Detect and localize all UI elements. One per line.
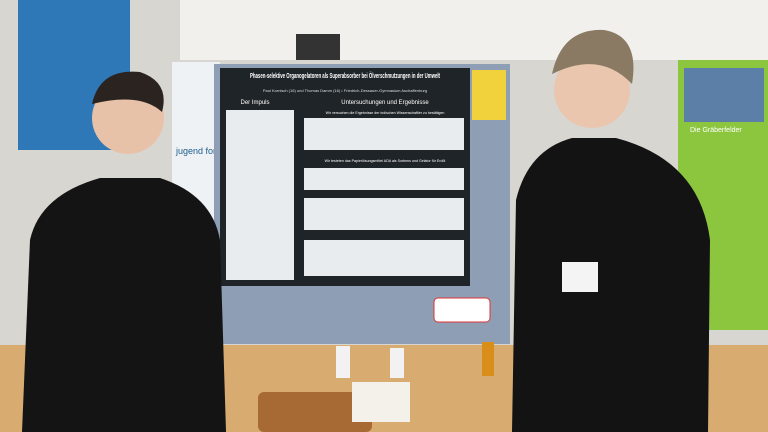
poster-panel (304, 198, 464, 230)
jar (390, 348, 404, 378)
windows (180, 0, 768, 60)
paper (352, 382, 410, 422)
side-poster-title: Die Gräberfelder (690, 127, 742, 134)
side-photo (684, 68, 764, 122)
poster-sticker (472, 70, 506, 120)
person-left (22, 178, 226, 432)
jar (336, 346, 350, 378)
face (554, 52, 630, 128)
banner-text: jugend forscht (175, 146, 233, 156)
poster-panel (304, 168, 464, 190)
section-heading: Untersuchungen und Ergebnisse (341, 100, 429, 106)
poster-panel (226, 110, 294, 280)
poster-caption: Wir versuchen die Ergebnisse der indisch… (326, 111, 445, 115)
chair (258, 392, 372, 432)
poster-caption: Wir testeten das Papierlösungsmittel ADA… (325, 159, 446, 163)
badge (433, 297, 491, 323)
bottle (482, 342, 494, 376)
speaker (296, 34, 340, 60)
person-right (512, 138, 710, 432)
hair (552, 29, 634, 84)
poster-panel (304, 118, 464, 150)
poster-authors: Paul Kornisch (16) und Thomas Damm (16) … (263, 88, 427, 93)
name-tag (562, 262, 598, 292)
poster-title: Phasen-selektive Organogelatoren als Sup… (250, 71, 440, 80)
hair (92, 71, 164, 112)
section-heading: Der Impuls (240, 100, 269, 106)
poster-panel (304, 240, 464, 276)
